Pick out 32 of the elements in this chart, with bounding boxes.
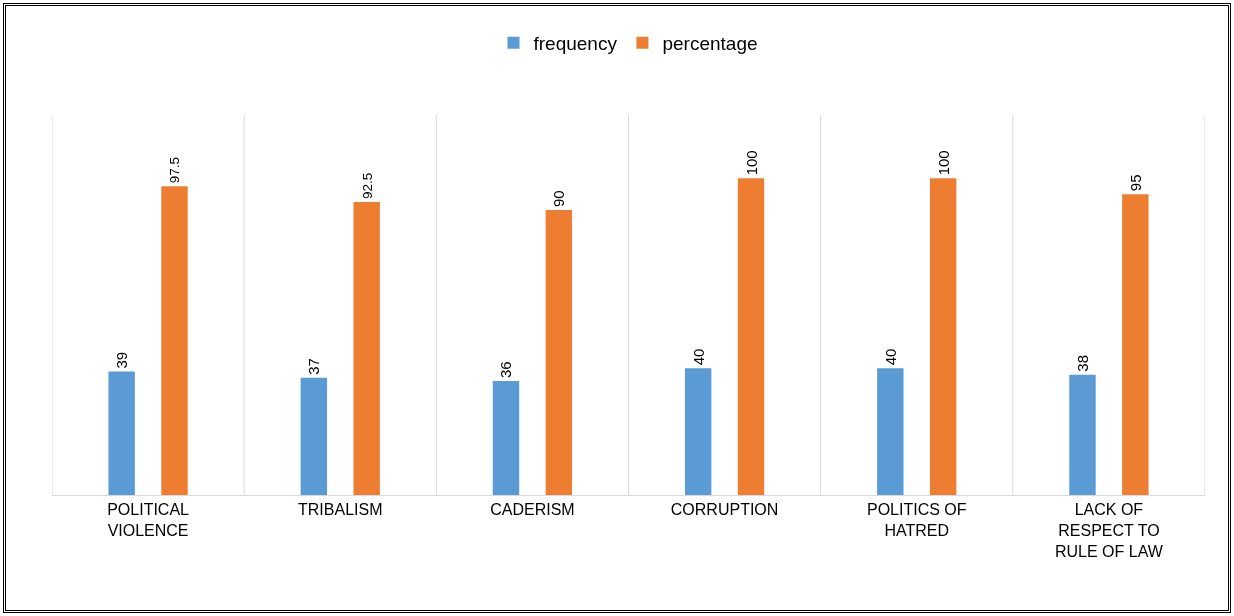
data-label: 40 <box>689 348 707 366</box>
x-tick-label: POLITICAL VIOLENCE <box>107 501 190 539</box>
data-label: 40 <box>881 348 899 366</box>
bar <box>545 210 573 495</box>
x-tick-label: TRIBALISM <box>298 501 383 519</box>
x-tick-label: POLITICS OF HATRED <box>866 501 967 539</box>
data-label: 38 <box>1073 354 1091 372</box>
data-label: 100 <box>742 150 760 176</box>
legend-label: frequency <box>533 33 618 55</box>
data-label: 95 <box>1126 174 1144 192</box>
bar <box>929 178 957 495</box>
data-label: 100 <box>934 150 952 176</box>
legend-label: percentage <box>662 33 758 55</box>
bar <box>877 368 904 495</box>
bar <box>684 368 712 495</box>
bar <box>300 377 328 495</box>
data-label: 37 <box>305 358 323 375</box>
data-label: 36 <box>497 361 515 378</box>
bar <box>108 371 135 495</box>
bar <box>1069 374 1096 495</box>
bar <box>737 178 765 495</box>
data-label: 90 <box>550 190 568 207</box>
x-tick-label: LACK OF RESPECT TO RULE OF LAW <box>1054 501 1164 560</box>
data-label: 92.5 <box>359 172 375 200</box>
bar <box>1122 194 1149 495</box>
bar <box>492 381 520 495</box>
x-tick-label: CADERISM <box>490 501 575 519</box>
x-tick-label: CORRUPTION <box>670 501 779 519</box>
data-label: 97.5 <box>167 156 183 184</box>
bar <box>353 202 380 495</box>
bar <box>161 186 188 495</box>
data-label: 39 <box>113 351 131 369</box>
